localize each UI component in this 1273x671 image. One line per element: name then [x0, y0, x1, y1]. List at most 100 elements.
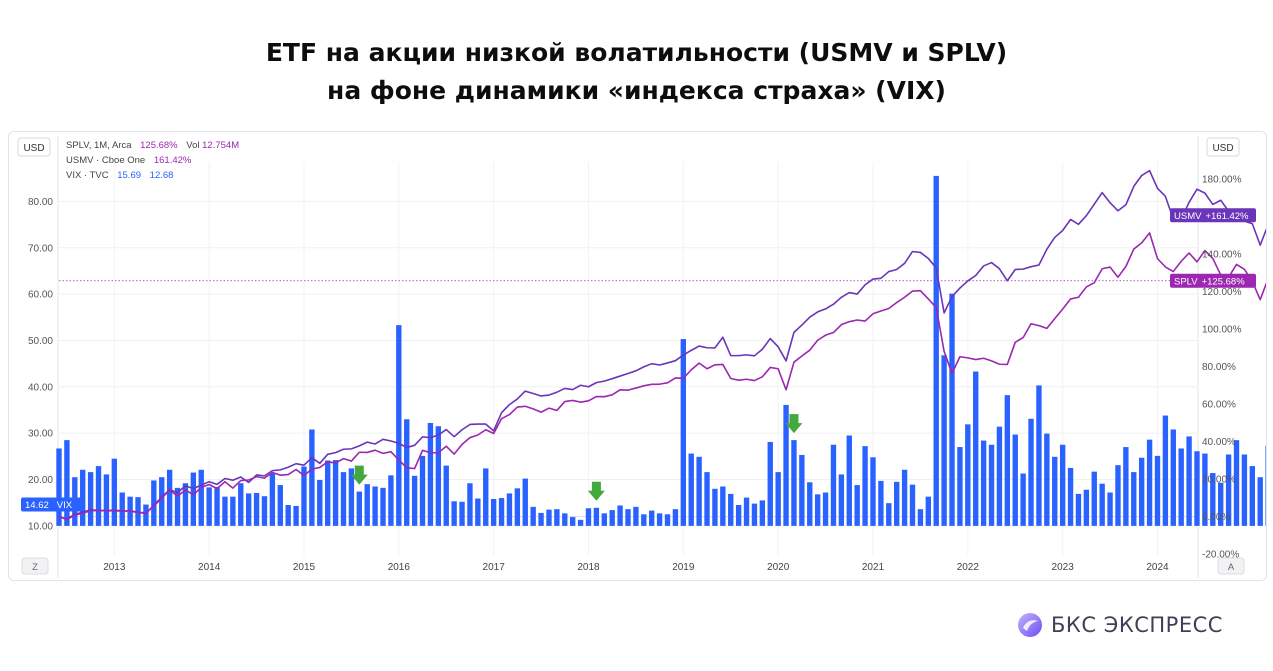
vix-bar	[1178, 448, 1184, 526]
vix-bar	[317, 479, 323, 526]
vix-tag-box	[21, 497, 83, 512]
vix-bar	[483, 468, 489, 526]
x-tick-label: 2024	[1146, 562, 1169, 573]
brand-logo: БКС ЭКСПРЕСС	[1017, 610, 1223, 640]
vix-bar	[498, 498, 505, 526]
vix-bar	[1186, 436, 1192, 526]
x-tick-label: 2016	[388, 562, 411, 573]
splv-line	[58, 232, 1273, 521]
right-tick-label: 0.00%	[1202, 512, 1230, 523]
vix-bar	[901, 469, 908, 526]
vix-bar	[609, 510, 615, 526]
vix-bar	[1257, 477, 1263, 526]
vix-bar	[80, 469, 86, 526]
usmv-tag-value: +161.42%	[1205, 211, 1249, 222]
right-tick-label: 120.00%	[1202, 287, 1242, 298]
currency-right: USD	[1212, 143, 1233, 154]
vix-bar	[1170, 429, 1176, 526]
vix-bar	[1162, 415, 1169, 526]
vix-bar	[917, 509, 924, 526]
vix-bar	[1138, 457, 1145, 526]
vix-bar	[1044, 433, 1050, 526]
arrow-down-icon	[587, 481, 605, 501]
usmv-tag-text: USMV +161.42%	[1174, 211, 1249, 222]
vix-bar	[1146, 439, 1153, 526]
vix-bar	[1115, 465, 1121, 526]
vix-bar	[332, 460, 339, 526]
vix-bar	[988, 444, 995, 526]
vix-bar	[886, 503, 892, 526]
vix-bar	[562, 513, 568, 526]
legend-splv-vol-label: Vol	[186, 140, 199, 151]
left-tick-label: 20.00	[28, 475, 53, 486]
vix-bar	[894, 481, 900, 526]
chart[interactable]: 10.00 20.00 30.00 40.00 50.00 60.00 70.00 80.00…	[9, 132, 1273, 580]
vix-bar	[633, 506, 639, 526]
left-tick-label: 30.00	[28, 429, 53, 440]
vix-bar	[870, 457, 876, 526]
left-tick-label: 10.00	[28, 521, 53, 532]
left-tick-label: 60.00	[28, 290, 53, 301]
vix-bar	[182, 483, 189, 526]
vix-bar	[1225, 454, 1232, 526]
vix-bar	[925, 496, 931, 526]
vix-bar	[238, 483, 244, 526]
etf-lines	[58, 169, 1273, 521]
vix-bar	[87, 472, 94, 526]
right-tick-label: 140.00%	[1202, 249, 1242, 260]
vix-bar	[404, 419, 410, 526]
page-title: ETF на акции низкой волатильности (USMV …	[0, 34, 1273, 110]
vix-bar	[751, 503, 758, 526]
vix-bar	[261, 496, 268, 526]
vix-bar	[996, 426, 1003, 526]
arrow-down-icon	[350, 465, 368, 485]
arrow-down-icon	[785, 414, 803, 434]
x-tick-label: 2014	[198, 562, 221, 573]
vix-bar	[1083, 489, 1090, 526]
vix-bar	[593, 507, 600, 526]
vix-bar	[230, 496, 236, 526]
splv-tag-text: SPLV +125.68%	[1174, 276, 1245, 287]
vix-bar	[388, 475, 394, 526]
vix-bar	[293, 505, 299, 526]
zoom-box[interactable]	[21, 557, 49, 575]
auto-scale-box[interactable]	[1217, 557, 1245, 575]
x-tick-label: 2020	[767, 562, 790, 573]
corner-left-label: Z	[32, 562, 38, 573]
title-line-1: ETF на акции низкой волатильности (USMV …	[265, 38, 1008, 67]
vix-bar	[1123, 447, 1129, 526]
vix-bar	[1154, 455, 1161, 526]
brand-name: БКС ЭКСПРЕСС	[1051, 613, 1223, 637]
right-tick-label: 60.00%	[1202, 400, 1236, 411]
vix-bar	[1194, 451, 1200, 526]
left-tick-label: 40.00	[28, 382, 53, 393]
legend-vix-v2: 12.68	[150, 170, 174, 181]
vix-bar	[862, 446, 868, 526]
vix-bar	[419, 455, 426, 526]
vix-bar	[1012, 434, 1018, 526]
vix-bar	[1249, 466, 1255, 526]
vix-bar	[1265, 445, 1271, 526]
vix-bar	[728, 493, 734, 526]
vix-bar	[151, 480, 157, 526]
x-tick-label: 2015	[293, 562, 316, 573]
vix-bar	[174, 487, 181, 526]
vix-bar	[411, 475, 418, 526]
vix-bar	[103, 474, 110, 526]
vix-bar	[672, 509, 679, 526]
right-axis: -20.00% 0.00% 20.00% 40.00% 60.00% 80.00% 100.…	[1202, 174, 1242, 560]
vix-bar	[1099, 483, 1105, 526]
vix-bar	[1091, 471, 1097, 526]
vix-bar	[909, 484, 916, 526]
vix-bar	[143, 504, 149, 526]
vix-bar	[364, 484, 370, 526]
currency-left-box[interactable]	[17, 137, 51, 157]
vix-bar	[1004, 395, 1011, 526]
usmv-tag-ticker: USMV	[1174, 211, 1202, 222]
vix-bar	[95, 466, 102, 526]
vix-bar	[688, 453, 694, 526]
currency-right-box[interactable]	[1206, 137, 1240, 157]
vix-bar	[490, 498, 497, 526]
left-tick-label: 70.00	[28, 243, 53, 254]
